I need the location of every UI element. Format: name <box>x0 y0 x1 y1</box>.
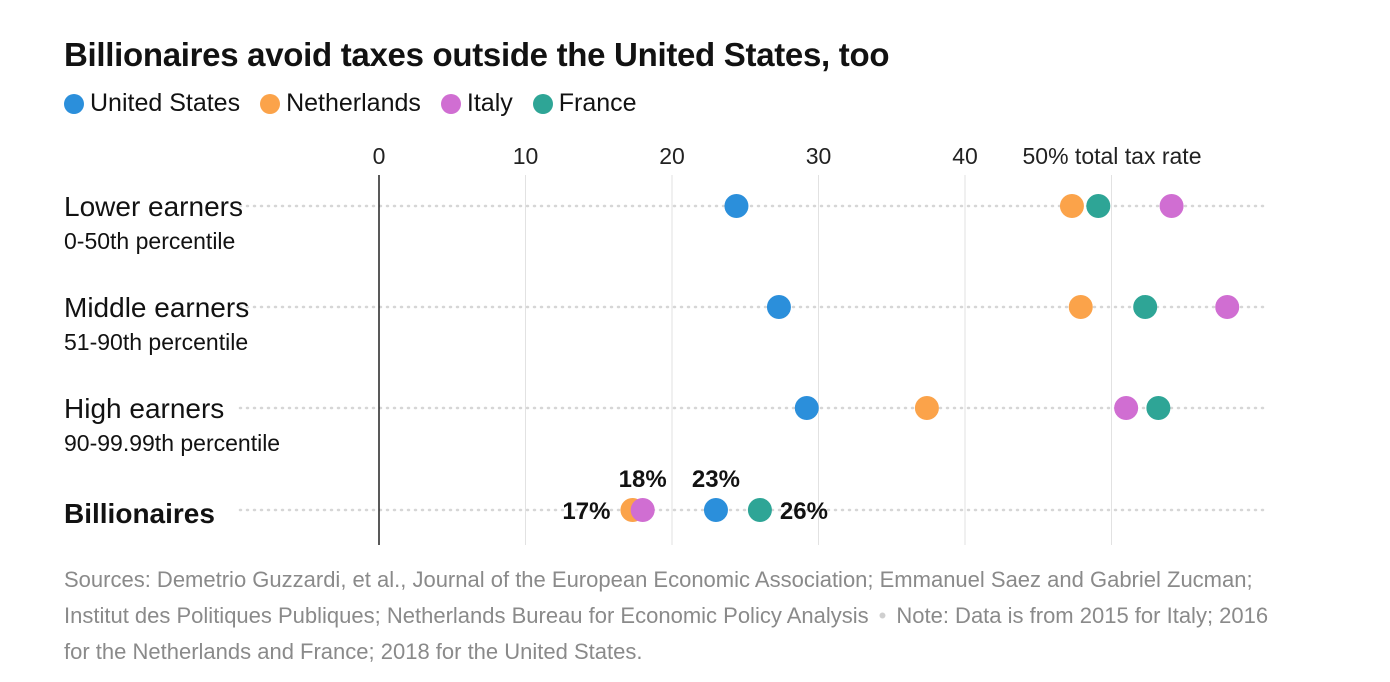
dot-united-states-row-2 <box>794 396 819 420</box>
legend-swatch-france <box>532 93 553 114</box>
dot-netherlands-row-0 <box>1059 194 1084 218</box>
dot-italy-row-0 <box>1159 194 1184 218</box>
note-text: Note: Data is from 2015 for Italy; 2016 … <box>64 603 1269 664</box>
sources-note: Sources: Demetrio Guzzardi, et al., Jour… <box>64 562 1294 670</box>
dot-united-states-row-3 <box>703 498 728 522</box>
tick-label-0: 0 <box>373 143 386 169</box>
annotation-italy: 18% <box>619 466 667 493</box>
dot-united-states-row-0 <box>724 194 749 218</box>
dot-italy-row-2 <box>1114 396 1139 420</box>
dot-netherlands-row-1 <box>1068 295 1093 319</box>
dot-france-row-0 <box>1086 194 1111 218</box>
tick-label-30: 30 <box>806 143 832 169</box>
legend-swatch-united-states <box>64 93 84 114</box>
dot-france-row-1 <box>1133 295 1158 319</box>
row-sublabel-2: 90-99.99th percentile <box>64 430 280 456</box>
legend-item-netherlands: Netherlands <box>260 89 421 118</box>
row-label-0: Lower earners <box>64 191 243 222</box>
annotation-france: 26% <box>780 498 828 525</box>
row-sublabel-1: 51-90th percentile <box>64 329 248 355</box>
legend-item-italy: Italy <box>440 89 513 118</box>
sources-text: Sources: Demetrio Guzzardi, et al., Jour… <box>64 567 1253 628</box>
dot-united-states-row-1 <box>766 295 791 319</box>
dot-france-row-2 <box>1146 396 1171 420</box>
tick-label-20: 20 <box>659 143 685 169</box>
dot-netherlands-row-2 <box>914 396 939 420</box>
annotation-netherlands: 17% <box>562 498 610 525</box>
legend: United States Netherlands Italy France <box>64 89 657 118</box>
legend-item-united-states: United States <box>64 89 240 118</box>
legend-label-italy: Italy <box>466 89 513 117</box>
row-label-3: Billionaires <box>64 498 215 529</box>
annotation-united-states: 23% <box>692 466 740 493</box>
legend-swatch-netherlands <box>260 93 281 114</box>
dot-france-row-3 <box>747 498 772 522</box>
tick-label-10: 10 <box>513 143 539 169</box>
dot-italy-row-3 <box>630 498 655 522</box>
legend-label-united-states: United States <box>90 89 241 117</box>
row-sublabel-0: 0-50th percentile <box>64 228 235 254</box>
separator-dot: • <box>878 603 887 628</box>
tick-label-40: 40 <box>952 143 978 169</box>
dot-chart: 0 10 20 30 40 50% total tax rate Lower earners… <box>64 143 1267 545</box>
legend-label-netherlands: Netherlands <box>286 89 421 117</box>
row-label-1: Middle earners <box>64 292 249 323</box>
tick-label-50: 50% total tax rate <box>1023 143 1202 169</box>
legend-label-france: France <box>558 89 637 117</box>
dot-italy-row-1 <box>1215 295 1240 319</box>
legend-item-france: France <box>532 89 637 118</box>
row-label-2: High earners <box>64 393 224 424</box>
chart-title: Billionaires avoid taxes outside the Uni… <box>64 36 890 73</box>
legend-swatch-italy <box>440 93 461 114</box>
